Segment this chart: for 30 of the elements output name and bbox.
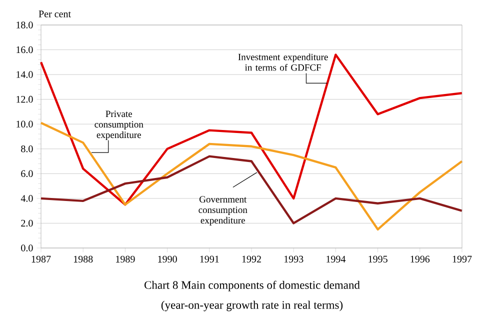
y-tick-label: 0.0 (21, 244, 33, 252)
line-series (40, 155, 464, 224)
y-axis-title: Per cent (38, 10, 71, 18)
x-tick-label: 1990 (158, 256, 177, 263)
line-series (40, 54, 464, 206)
series-label: Investment expenditure in terms of GDFCF (238, 54, 328, 71)
text: Chart 8 Main components of domestic demand (144, 280, 360, 292)
x-tick-label: 1989 (116, 256, 135, 263)
x-tick-label: 1987 (32, 256, 51, 263)
text: Government consumption expenditure (198, 196, 248, 226)
x-tick-label: 1997 (452, 256, 472, 263)
y-tick-label: 18.0 (16, 22, 33, 28)
y-tick-label: 4.0 (20, 195, 33, 202)
x-tick-label: 1993 (284, 256, 304, 263)
y-tick-label: 6.0 (21, 170, 33, 178)
x-tick-label: 1988 (74, 256, 93, 263)
series-label: Private consumption expenditure (94, 110, 144, 140)
x-tick-label: 1994 (326, 256, 346, 263)
x-tick-label: 1995 (368, 256, 388, 263)
x-tick-label: 1991 (200, 256, 219, 263)
y-tick-label: 14.0 (16, 71, 33, 78)
y-tick-label: 2.0 (21, 220, 33, 227)
line-series (40, 122, 464, 231)
x-tick-label: 1996 (410, 256, 430, 263)
x-tick-label: 1992 (242, 256, 261, 263)
y-tick-label: 8.0 (21, 145, 33, 152)
text: (year-on-year growth rate in real terms) (161, 300, 343, 312)
y-tick-label: 16.0 (16, 46, 33, 54)
y-tick-label: 12.0 (16, 96, 33, 103)
y-tick-label: 10.0 (16, 120, 33, 128)
